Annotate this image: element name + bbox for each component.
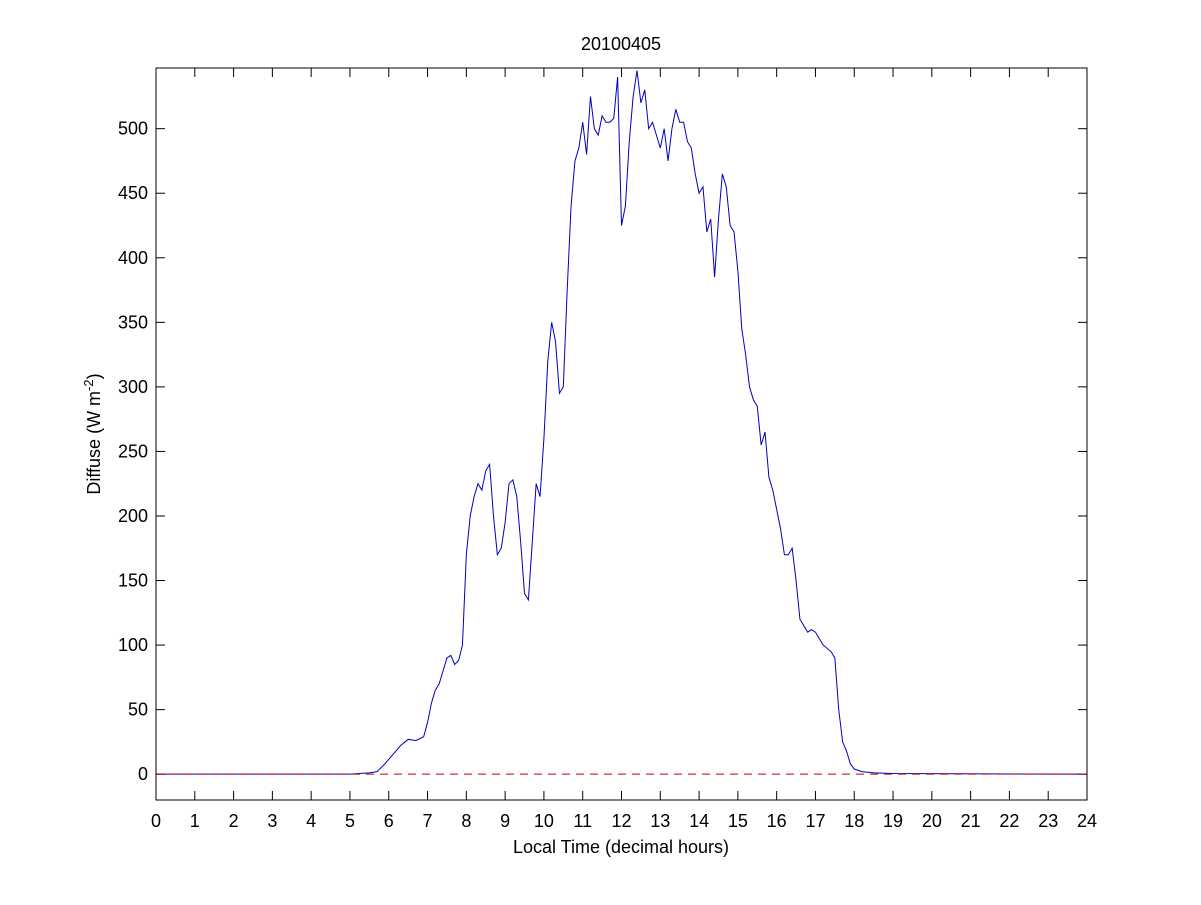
y-tick-label: 350 (118, 312, 148, 332)
y-tick-label: 400 (118, 248, 148, 268)
x-tick-label: 0 (151, 811, 161, 831)
data-line (156, 70, 1088, 775)
y-tick-label: 200 (118, 506, 148, 526)
x-tick-label: 17 (805, 811, 825, 831)
x-tick-label: 12 (611, 811, 631, 831)
x-tick-label: 21 (961, 811, 981, 831)
y-tick-label: 0 (138, 764, 148, 784)
y-axis-label: Diffuse (W m-2) (81, 373, 105, 494)
x-tick-label: 9 (500, 811, 510, 831)
y-tick-label: 100 (118, 635, 148, 655)
y-tick-label: 250 (118, 441, 148, 461)
x-tick-label: 14 (689, 811, 709, 831)
x-axis-label: Local Time (decimal hours) (513, 837, 729, 857)
x-tick-label: 23 (1038, 811, 1058, 831)
x-tick-label: 2 (229, 811, 239, 831)
x-tick-label: 11 (573, 811, 592, 831)
x-tick-label: 8 (461, 811, 471, 831)
x-tick-label: 7 (423, 811, 433, 831)
x-tick-label: 6 (384, 811, 394, 831)
plot-area (156, 68, 1087, 800)
x-tick-label: 13 (650, 811, 670, 831)
x-tick-label: 22 (999, 811, 1019, 831)
x-tick-label: 1 (190, 811, 200, 831)
y-tick-label: 500 (118, 119, 148, 139)
x-tick-label: 16 (767, 811, 787, 831)
x-tick-label: 19 (883, 811, 903, 831)
x-tick-label: 4 (306, 811, 316, 831)
y-label-sup: -2 (81, 379, 96, 391)
y-tick-label: 50 (128, 700, 148, 720)
y-tick-label: 450 (118, 183, 148, 203)
x-tick-label: 24 (1077, 811, 1097, 831)
x-tick-label: 15 (728, 811, 748, 831)
x-tick-label: 10 (534, 811, 554, 831)
chart-title: 20100405 (581, 34, 661, 54)
y-tick-label: 150 (118, 571, 148, 591)
x-tick-label: 5 (345, 811, 355, 831)
y-label-text: ) (84, 373, 104, 379)
x-tick-label: 3 (267, 811, 277, 831)
x-tick-label: 18 (844, 811, 864, 831)
y-label-text: Diffuse (W m (84, 391, 104, 495)
y-tick-label: 300 (118, 377, 148, 397)
plot-frame (155, 67, 1088, 801)
x-tick-label: 20 (922, 811, 942, 831)
